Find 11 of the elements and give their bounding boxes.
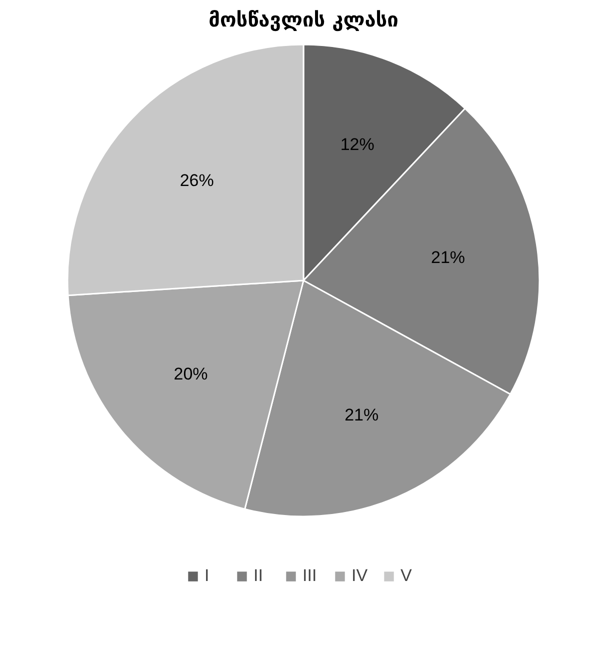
data-label: 12% bbox=[340, 134, 374, 154]
legend-label: III bbox=[302, 566, 318, 586]
data-label: 20% bbox=[174, 364, 208, 384]
legend-label: I bbox=[204, 566, 210, 586]
legend-label: II bbox=[254, 566, 264, 586]
legend-label: V bbox=[400, 566, 413, 586]
data-label: 21% bbox=[431, 248, 466, 268]
chart-title: მოსწავლის კლასი bbox=[208, 8, 398, 32]
data-label: 26% bbox=[180, 170, 214, 190]
legend-label: IV bbox=[352, 566, 369, 586]
data-label: 21% bbox=[344, 405, 379, 424]
